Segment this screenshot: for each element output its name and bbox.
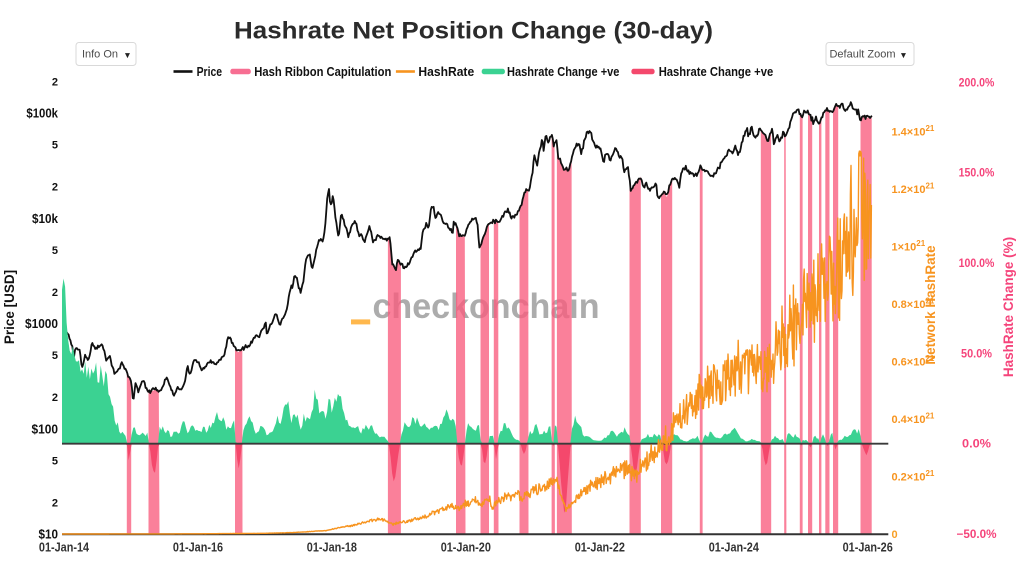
svg-text:0: 0: [892, 529, 898, 541]
svg-text:50.0%: 50.0%: [961, 348, 992, 360]
svg-text:5: 5: [52, 350, 58, 362]
svg-text:0.8×1021: 0.8×1021: [892, 297, 935, 312]
svg-text:200.0%: 200.0%: [959, 78, 995, 90]
svg-text:−50.0%: −50.0%: [957, 529, 997, 541]
svg-text:▼: ▼: [123, 50, 131, 60]
svg-text:Default Zoom: Default Zoom: [829, 49, 895, 61]
svg-text:5: 5: [52, 140, 58, 152]
svg-text:1.4×1021: 1.4×1021: [892, 124, 935, 139]
svg-text:5: 5: [52, 245, 58, 257]
svg-text:HashRate: HashRate: [418, 65, 474, 79]
svg-text:01-Jan-26: 01-Jan-26: [843, 541, 893, 555]
svg-text:1.2×1021: 1.2×1021: [892, 182, 935, 197]
svg-text:Hash Ribbon Capitulation: Hash Ribbon Capitulation: [254, 65, 391, 79]
svg-text:01-Jan-24: 01-Jan-24: [709, 541, 759, 555]
svg-text:Hashrate Net Position Change (: Hashrate Net Position Change (30-day): [234, 18, 713, 45]
svg-text:$10k: $10k: [32, 211, 59, 226]
svg-text:$100: $100: [32, 421, 59, 436]
svg-text:2: 2: [52, 182, 58, 194]
svg-text:$10: $10: [39, 527, 59, 542]
svg-text:0.4×1021: 0.4×1021: [892, 412, 935, 427]
svg-text:150.0%: 150.0%: [959, 168, 995, 180]
svg-text:$100k: $100k: [26, 106, 58, 121]
svg-text:Network HashRate: Network HashRate: [923, 245, 938, 365]
svg-text:HashRate Change (%): HashRate Change (%): [1001, 237, 1016, 377]
svg-text:0.2×1021: 0.2×1021: [892, 469, 935, 484]
svg-text:01-Jan-16: 01-Jan-16: [173, 541, 223, 555]
svg-text:01-Jan-20: 01-Jan-20: [441, 541, 491, 555]
svg-text:2: 2: [52, 287, 58, 299]
svg-text:100.0%: 100.0%: [959, 258, 995, 270]
svg-text:2: 2: [52, 392, 58, 404]
svg-text:01-Jan-14: 01-Jan-14: [39, 541, 89, 555]
svg-text:Price [USD]: Price [USD]: [2, 270, 17, 344]
svg-text:01-Jan-18: 01-Jan-18: [307, 541, 357, 555]
svg-text:$1000: $1000: [25, 316, 58, 331]
svg-text:Hashrate Change +ve: Hashrate Change +ve: [507, 65, 619, 79]
svg-text:Info On: Info On: [82, 49, 118, 61]
svg-text:2: 2: [52, 76, 58, 88]
svg-text:Price: Price: [197, 65, 223, 79]
svg-text:5: 5: [52, 455, 58, 467]
svg-text:▼: ▼: [899, 50, 907, 60]
svg-text:01-Jan-22: 01-Jan-22: [575, 541, 625, 555]
svg-text:0.6×1021: 0.6×1021: [892, 354, 935, 369]
svg-text:0.0%: 0.0%: [962, 439, 991, 451]
svg-text:Hashrate Change +ve: Hashrate Change +ve: [659, 65, 774, 79]
svg-text:2: 2: [52, 497, 58, 509]
